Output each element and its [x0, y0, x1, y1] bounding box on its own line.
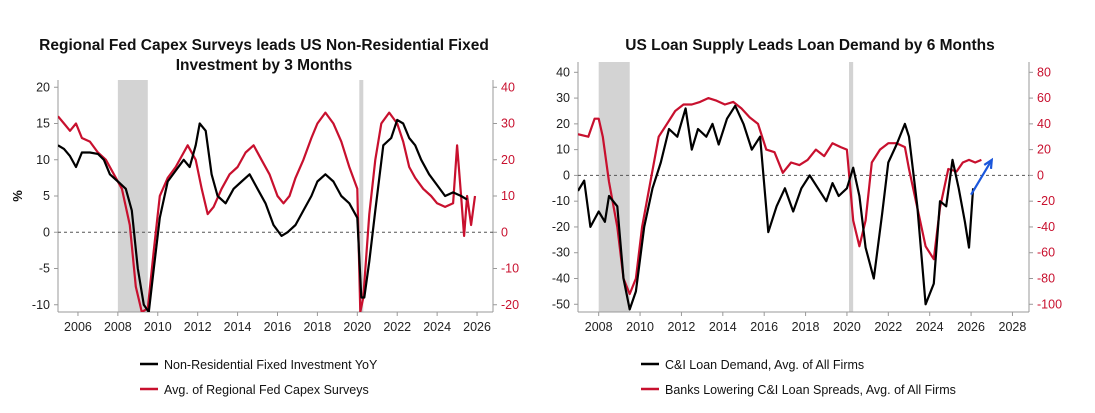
y-right-tick-label: -80 [1037, 271, 1055, 285]
y-left-tick-label: -30 [552, 246, 570, 260]
y-right-tick-label: 0 [1037, 168, 1044, 182]
y-right-tick-label: -100 [1037, 297, 1062, 311]
y-left-tick-label: -10 [32, 298, 50, 312]
right-chart: US Loan Supply Leads Loan Demand by 6 Mo… [552, 37, 1062, 397]
series-lines [578, 97, 994, 311]
x-tick-label: 2010 [144, 320, 172, 334]
y-right-tick-label: -10 [501, 262, 519, 276]
x-tick-label: 2026 [463, 320, 491, 334]
x-tick-label: 2008 [104, 320, 132, 334]
y-right-tick-label: -20 [1037, 194, 1055, 208]
legend-label-loan-spreads: Banks Lowering C&I Loan Spreads, Avg. of… [665, 383, 956, 397]
x-tick-label: 2014 [709, 320, 737, 334]
left-chart-title-line2: Investment by 3 Months [176, 57, 353, 74]
y-right-tick-label: 10 [501, 189, 515, 203]
y-left-tick-label: 30 [556, 91, 570, 105]
x-tick-label: 2018 [792, 320, 820, 334]
y-left-tick-label: 20 [36, 80, 50, 94]
x-tick-label: 2022 [383, 320, 411, 334]
recession-band-0 [598, 62, 630, 312]
x-tick-label: 2020 [343, 320, 371, 334]
y-right-tick-label: 40 [501, 80, 515, 94]
y-left-tick-label: 10 [556, 143, 570, 157]
trend-arrow-shaft [970, 159, 993, 196]
legend-label-loan-demand: C&I Loan Demand, Avg. of All Firms [665, 358, 864, 372]
tick-labels: 2006 2008 2010 2012 2014 2016 2018 2020 2022 2024… [32, 80, 519, 334]
x-tick-label: 2020 [833, 320, 861, 334]
y-left-tick-label: 0 [43, 225, 50, 239]
x-tick-label: 2016 [264, 320, 292, 334]
y-left-tick-label: -20 [552, 220, 570, 234]
y-right-tick-label: 80 [1037, 65, 1051, 79]
y-right-tick-label: 40 [1037, 117, 1051, 131]
y-left-tick-label: 0 [563, 168, 570, 182]
y-left-tick-label: 40 [556, 65, 570, 79]
y-right-tick-label: -60 [1037, 246, 1055, 260]
x-tick-label: 2028 [999, 320, 1027, 334]
series-line-right [58, 111, 477, 312]
x-tick-label: 2024 [916, 320, 944, 334]
recession-band-1 [359, 80, 364, 312]
y-left-tick-label: 15 [36, 117, 50, 131]
x-tick-label: 2012 [668, 320, 696, 334]
right-legend: C&I Loan Demand, Avg. of All Firms Banks… [641, 358, 956, 397]
left-chart-title-line1: Regional Fed Capex Surveys leads US Non-… [39, 37, 489, 54]
y-left-tick-label: -5 [39, 262, 50, 276]
x-tick-label: 2026 [957, 320, 985, 334]
x-tick-label: 2022 [874, 320, 902, 334]
trend-arrow-head [983, 157, 994, 169]
y-right-tick-label: 0 [501, 225, 508, 239]
x-tick-label: 2010 [626, 320, 654, 334]
x-tick-label: 2008 [585, 320, 613, 334]
series-line-left [578, 104, 975, 311]
x-tick-label: 2014 [224, 320, 252, 334]
x-tick-label: 2016 [750, 320, 778, 334]
series-line-left [58, 118, 468, 312]
left-legend: Non-Residential Fixed Investment YoY Avg… [140, 358, 378, 397]
legend-label-nonres-investment: Non-Residential Fixed Investment YoY [164, 358, 378, 372]
series-lines [58, 111, 477, 312]
y-left-tick-label: -10 [552, 194, 570, 208]
y-left-tick-label: -50 [552, 297, 570, 311]
y-left-tick-label: 20 [556, 117, 570, 131]
y-right-tick-label: 20 [501, 153, 515, 167]
left-chart: Regional Fed Capex Surveys leads US Non-… [10, 37, 519, 397]
y-right-tick-label: -20 [501, 298, 519, 312]
legend-label-capex-surveys: Avg. of Regional Fed Capex Surveys [164, 383, 369, 397]
x-tick-label: 2012 [184, 320, 212, 334]
tick-labels: 2008 2010 2012 2014 2016 2018 2020 2022 2024 2026… [552, 65, 1062, 334]
left-chart-y-axis-label: % [10, 190, 25, 202]
y-right-tick-label: 20 [1037, 143, 1051, 157]
y-left-tick-label: 5 [43, 189, 50, 203]
y-left-tick-label: -40 [552, 271, 570, 285]
axes [577, 62, 1030, 313]
y-left-tick-label: 10 [36, 153, 50, 167]
y-right-tick-label: 60 [1037, 91, 1051, 105]
y-right-tick-label: 30 [501, 117, 515, 131]
x-tick-label: 2024 [423, 320, 451, 334]
y-right-tick-label: -40 [1037, 220, 1055, 234]
x-tick-label: 2018 [303, 320, 331, 334]
x-tick-label: 2006 [64, 320, 92, 334]
right-chart-title: US Loan Supply Leads Loan Demand by 6 Mo… [625, 37, 994, 54]
